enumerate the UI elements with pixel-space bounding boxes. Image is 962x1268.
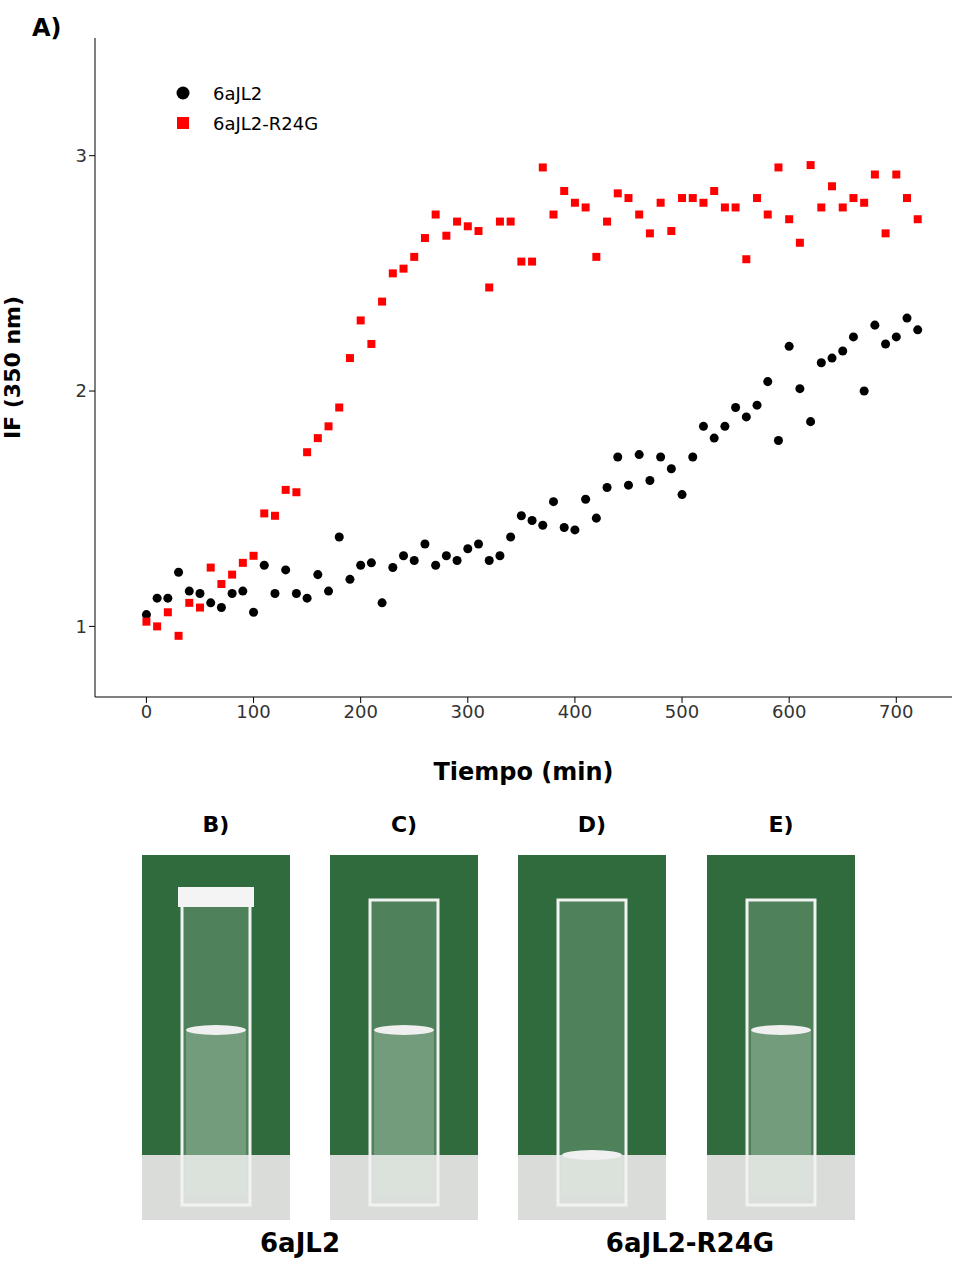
html-text:6aJL2-R24G: 6aJL2-R24G xyxy=(213,112,319,134)
html-text:6aJL2: 6aJL2 xyxy=(260,1228,340,1258)
svg-text:300: 300 xyxy=(451,701,485,722)
html-text:E): E) xyxy=(768,812,794,837)
svg-text:2: 2 xyxy=(76,380,87,401)
svg-text:0: 0 xyxy=(141,701,152,722)
svg-text:100: 100 xyxy=(236,701,270,722)
html-text:6aJL2-R24G: 6aJL2-R24G xyxy=(605,1228,775,1258)
svg-text:600: 600 xyxy=(772,701,806,722)
svg-text:1: 1 xyxy=(76,616,87,637)
svg-text:400: 400 xyxy=(558,701,592,722)
html-text:D): D) xyxy=(577,812,607,837)
svg-text:500: 500 xyxy=(665,701,699,722)
html-text:B): B) xyxy=(202,812,230,837)
html-text:A): A) xyxy=(32,14,62,42)
html-text:6aJL2: 6aJL2 xyxy=(213,82,263,104)
svg-text:IF (350 nm): IF (350 nm) xyxy=(0,296,25,439)
svg-text:200: 200 xyxy=(343,701,377,722)
svg-text:3: 3 xyxy=(76,145,87,166)
html-text:C): C) xyxy=(390,812,418,837)
svg-text:700: 700 xyxy=(879,701,913,722)
svg-text:Tiempo (min): Tiempo (min) xyxy=(433,758,613,786)
